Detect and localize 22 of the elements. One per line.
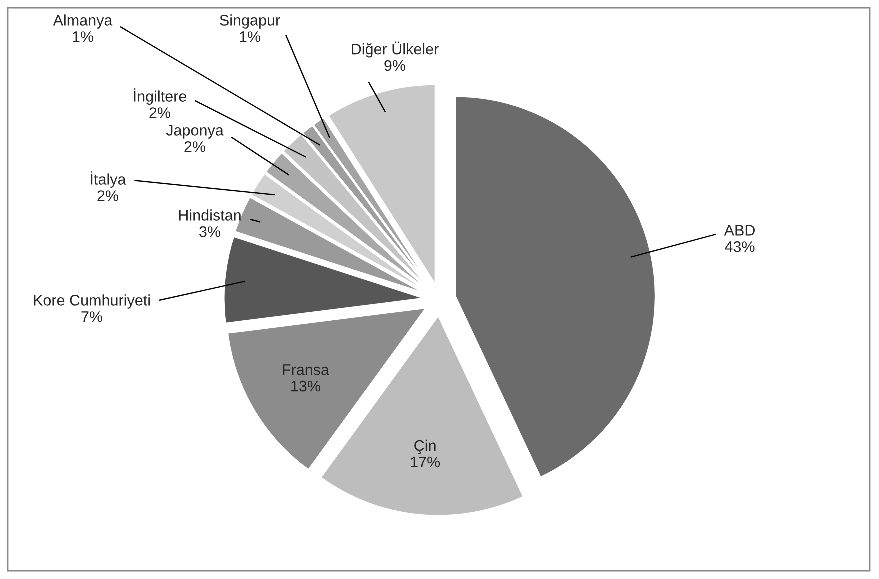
data-label: 1% — [73, 32, 94, 42]
data-label: 9% — [384, 60, 406, 72]
data-label: 17% — [411, 456, 440, 468]
data-label: 43% — [725, 242, 755, 252]
slice-label: Çin — [414, 440, 436, 454]
slice-label: Singapur — [220, 14, 280, 29]
slice-label: Almanya — [53, 14, 113, 29]
data-label: 2% — [150, 108, 170, 118]
slice-label: Fransa — [283, 364, 330, 376]
slice-label: Japonya — [166, 125, 224, 139]
data-label: 3% — [200, 226, 220, 238]
slice-label: Diğer Ülkeler — [352, 42, 439, 58]
slice-label: Hindistan — [179, 210, 241, 221]
data-label: 2% — [98, 190, 118, 202]
data-label: 2% — [184, 142, 206, 152]
data-label: 13% — [292, 380, 320, 392]
data-label: 7% — [82, 312, 102, 322]
slice-label: ABD — [724, 225, 755, 236]
slice-label: İngiltere — [134, 88, 186, 105]
data-label: 1% — [240, 32, 260, 42]
slice-label: Kore Cumhuriyeti — [34, 294, 150, 309]
slice-label: İtalya — [91, 172, 126, 188]
